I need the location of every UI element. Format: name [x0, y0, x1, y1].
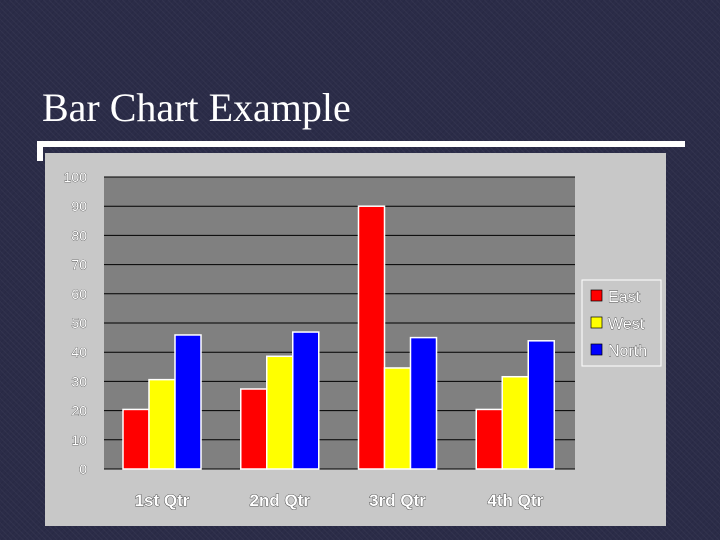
legend-label-north: North: [608, 343, 647, 360]
y-tick-label: 0: [79, 461, 87, 477]
x-category-label: 4th Qtr: [487, 491, 543, 510]
y-tick-label: 20: [71, 403, 87, 419]
x-category-label: 1st Qtr: [135, 491, 190, 510]
bar-north-3: [409, 336, 438, 470]
bar-west-3: [383, 367, 412, 470]
bar-north-2: [292, 331, 320, 470]
chart-panel: 0 10 20 30 40 50 60 70 80 90 100 1st Qtr 2nd Qtr 3rd…: [45, 153, 666, 526]
legend-swatch-east: [590, 289, 603, 302]
bars: [122, 205, 555, 470]
y-tick-label: 50: [71, 315, 87, 331]
bar-east-1: [122, 408, 150, 470]
bar-west-2: [266, 355, 294, 470]
title-underline-corner: [37, 141, 43, 161]
y-tick-label: 80: [71, 227, 87, 243]
bar-east-2: [240, 388, 268, 470]
legend-label-east: East: [608, 289, 641, 306]
y-tick-label: 70: [71, 257, 87, 273]
legend-label-west: West: [608, 316, 645, 333]
y-tick-label: 40: [71, 344, 87, 360]
bar-west-1: [148, 378, 176, 470]
x-category-label: 3rd Qtr: [369, 491, 426, 510]
y-tick-label: 90: [71, 198, 87, 214]
legend-swatch-north: [590, 343, 603, 356]
y-tick-label: 30: [71, 373, 87, 389]
title-underline: [37, 141, 685, 147]
bar-west-4: [501, 375, 529, 470]
bar-north-4: [527, 340, 555, 470]
bar-east-4: [475, 408, 503, 470]
y-axis-ticks: 0 10 20 30 40 50 60 70 80 90 100: [63, 169, 88, 478]
legend-swatch-west: [590, 316, 603, 329]
bar-east-3: [357, 205, 386, 470]
y-tick-label: 10: [71, 432, 87, 448]
legend: East West North: [581, 279, 662, 367]
y-tick-label: 100: [64, 169, 88, 185]
x-category-label: 2nd Qtr: [250, 491, 311, 510]
slide-title: Bar Chart Example: [42, 85, 351, 130]
bar-north-1: [174, 334, 202, 470]
y-tick-label: 60: [71, 286, 87, 302]
bar-chart: 0 10 20 30 40 50 60 70 80 90 100 1st Qtr 2nd Qtr 3rd…: [63, 169, 662, 511]
x-axis-categories: 1st Qtr 2nd Qtr 3rd Qtr 4th Qtr: [134, 491, 544, 511]
